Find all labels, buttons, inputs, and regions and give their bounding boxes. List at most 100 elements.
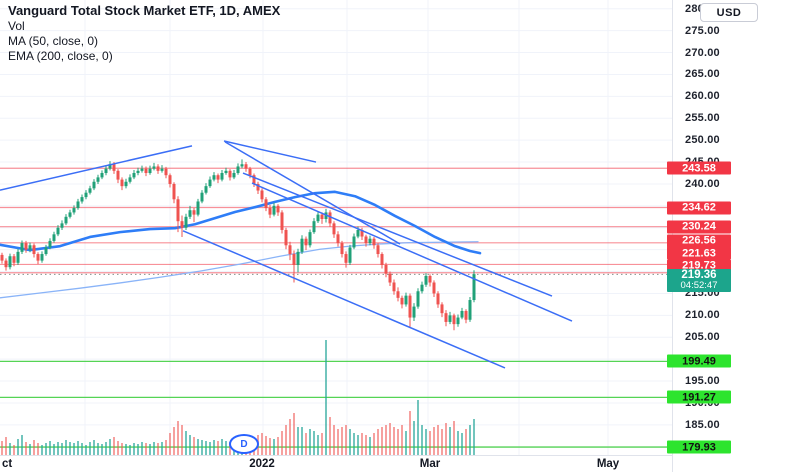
volume-bar xyxy=(313,431,315,455)
price-axis-label: 210.00 xyxy=(685,309,720,322)
price-chart-canvas[interactable] xyxy=(0,0,672,455)
candle-body xyxy=(144,168,148,174)
price-axis-label: 185.00 xyxy=(685,418,720,431)
candle-body xyxy=(236,166,240,174)
volume-bar xyxy=(449,427,451,455)
candle-body xyxy=(256,183,260,191)
volume-bar xyxy=(401,425,403,455)
volume-bar xyxy=(353,433,355,455)
candle-body xyxy=(412,306,416,318)
candle-body xyxy=(232,173,236,178)
volume-bar xyxy=(369,437,371,455)
candle-body xyxy=(216,175,220,180)
candle-body xyxy=(392,282,396,292)
support-price-badge: 199.49 xyxy=(667,354,731,368)
candle-body xyxy=(52,234,56,241)
volume-bar xyxy=(341,427,343,455)
volume-bar xyxy=(393,427,395,455)
ema200-indicator-label[interactable]: EMA (200, close, 0) xyxy=(8,49,113,63)
price-axis-label: 240.00 xyxy=(685,177,720,190)
candle-body xyxy=(120,179,124,187)
price-axis-label: 205.00 xyxy=(685,331,720,344)
candle-body xyxy=(432,282,436,294)
candle-body xyxy=(460,310,464,318)
volume-bar xyxy=(457,431,459,455)
price-axis[interactable]: USD 219.36 04:52:47 280.00275.00270.0026… xyxy=(667,0,800,472)
volume-bar xyxy=(417,400,419,455)
candle-body xyxy=(188,210,192,217)
support-price-badge: 179.93 xyxy=(667,440,731,454)
candle-body xyxy=(68,212,72,217)
volume-bar xyxy=(177,421,179,455)
candle-body xyxy=(364,236,368,244)
volume-bar xyxy=(349,429,351,455)
resistance-price-badge: 226.56 xyxy=(667,234,731,248)
candle-body xyxy=(36,254,40,261)
resistance-price-badge: 230.24 xyxy=(667,220,731,234)
volume-bar xyxy=(69,442,71,455)
volume-bar xyxy=(157,443,159,455)
candle-body xyxy=(32,245,36,255)
volume-bar xyxy=(345,425,347,455)
candle-body xyxy=(440,304,444,314)
candle-body xyxy=(112,164,116,171)
candle-body xyxy=(428,275,432,283)
candle-body xyxy=(136,170,140,174)
volume-bar xyxy=(137,444,139,455)
candle-body xyxy=(356,229,360,237)
volume-bar xyxy=(261,433,263,455)
resistance-price-badge: 221.63 xyxy=(667,246,731,260)
volume-bar xyxy=(29,444,31,455)
candle-body xyxy=(376,245,380,255)
volume-bar xyxy=(201,440,203,455)
volume-bar xyxy=(281,431,283,455)
candle-body xyxy=(368,238,372,244)
candle-body xyxy=(268,208,272,215)
candle-body xyxy=(172,183,176,200)
candle-body xyxy=(116,170,120,180)
current-price-value: 219.36 xyxy=(681,269,717,282)
volume-bar xyxy=(81,443,83,455)
candle-body xyxy=(220,173,224,180)
candle-body xyxy=(332,223,336,235)
volume-bar xyxy=(317,435,319,455)
volume-indicator-label[interactable]: Vol xyxy=(8,19,25,33)
interval-marker-badge[interactable]: D xyxy=(229,434,259,454)
trendline xyxy=(0,145,193,191)
candle-body xyxy=(176,199,180,222)
currency-toggle-button[interactable]: USD xyxy=(700,3,758,22)
candle-body xyxy=(180,221,184,228)
volume-bar xyxy=(189,435,191,455)
candle-body xyxy=(388,273,392,283)
candle-body xyxy=(416,291,420,307)
resistance-price-badge: 234.62 xyxy=(667,201,731,215)
volume-bar xyxy=(425,429,427,455)
volume-bar xyxy=(185,431,187,455)
candle-body xyxy=(192,210,196,215)
price-axis-label: 195.00 xyxy=(685,375,720,388)
volume-bar xyxy=(205,441,207,455)
candle-body xyxy=(48,240,52,248)
volume-bar xyxy=(293,413,295,455)
volume-bar xyxy=(65,440,67,455)
time-axis[interactable]: ct 2022 Mar May xyxy=(0,455,672,472)
candle-body xyxy=(28,245,32,250)
ma50-indicator-label[interactable]: MA (50, close, 0) xyxy=(8,34,99,48)
volume-bar xyxy=(209,442,211,455)
volume-bar xyxy=(37,443,39,455)
volume-bar xyxy=(193,437,195,455)
price-axis-label: 275.00 xyxy=(685,24,720,37)
volume-bar xyxy=(181,425,183,455)
volume-bar xyxy=(153,442,155,455)
volume-bar xyxy=(445,423,447,455)
candle-body xyxy=(152,166,156,169)
candle-body xyxy=(344,254,348,263)
candle-body xyxy=(80,197,84,202)
candle-body xyxy=(296,251,300,265)
price-axis-label: 265.00 xyxy=(685,68,720,81)
candle-body xyxy=(424,275,428,285)
symbol-title[interactable]: Vanguard Total Stock Market ETF, 1D, AME… xyxy=(8,3,281,18)
candle-body xyxy=(108,164,112,169)
volume-bar xyxy=(409,411,411,455)
candle-body xyxy=(160,168,164,171)
